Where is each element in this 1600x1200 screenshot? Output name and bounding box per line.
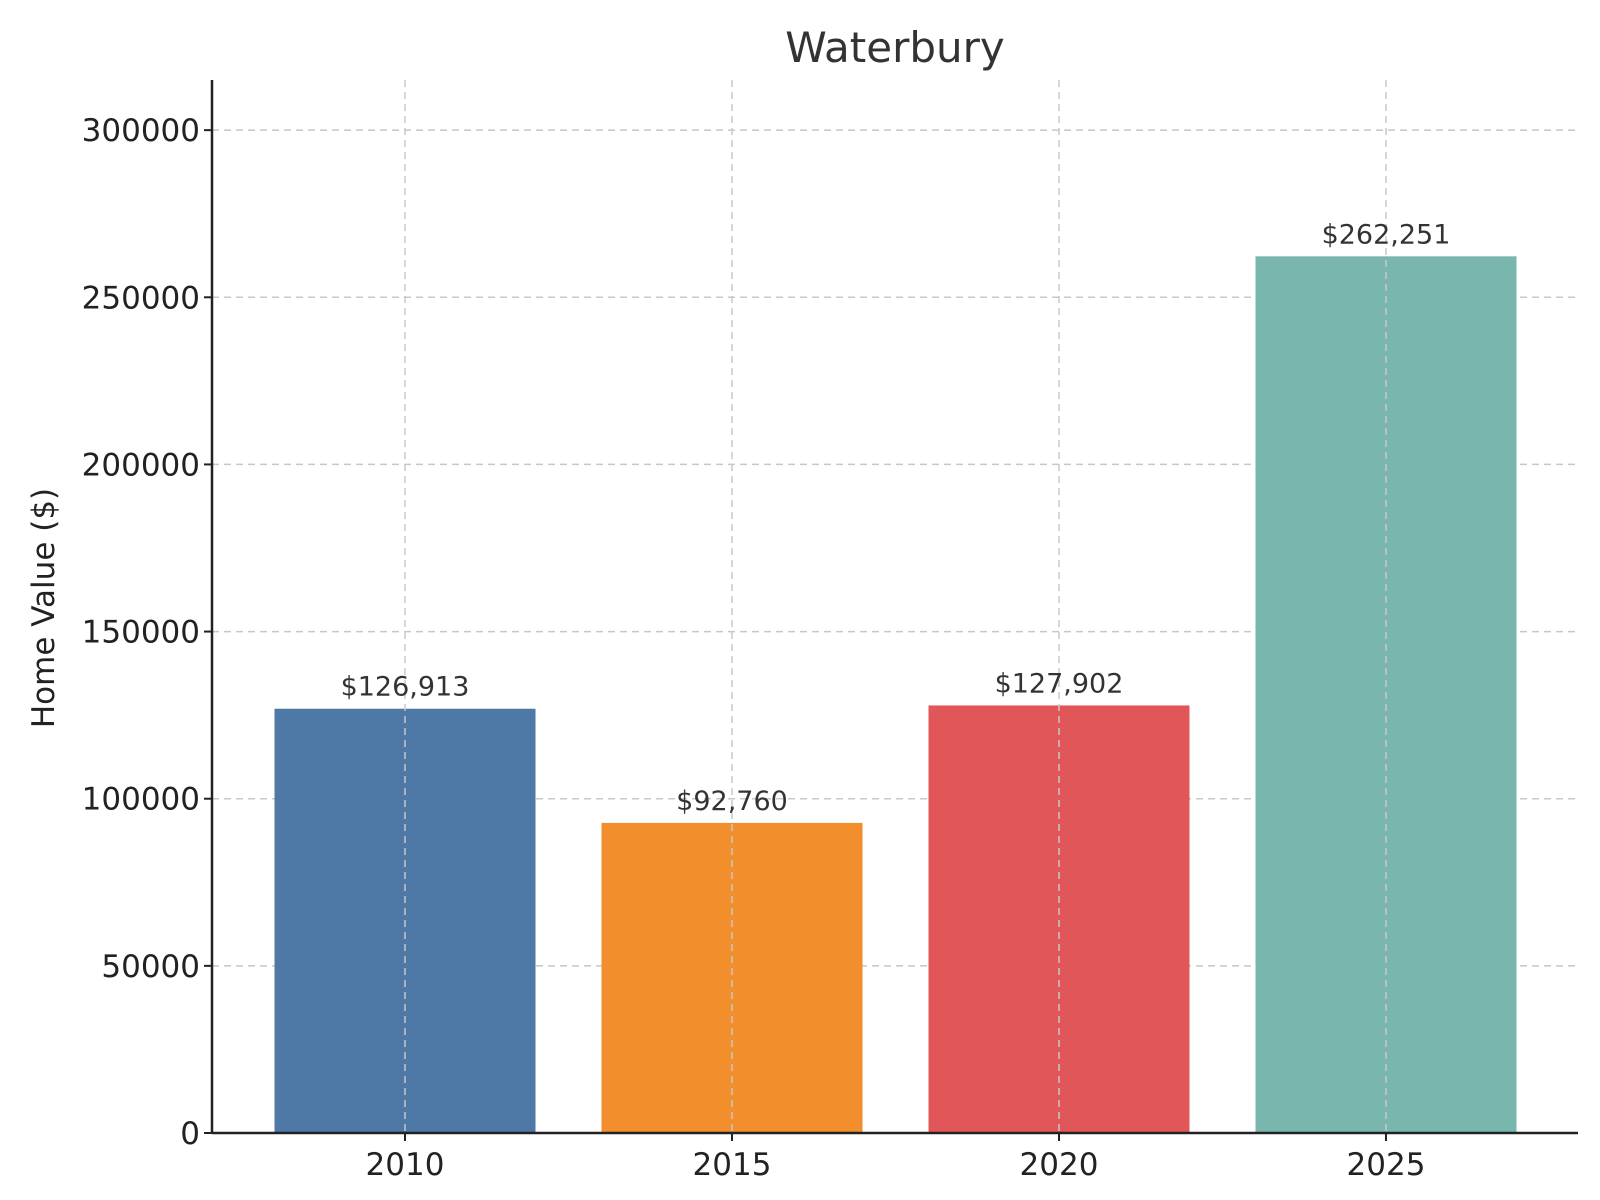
data-label-2010: $126,913 xyxy=(341,672,470,703)
y-axis-title: Home Value ($) xyxy=(26,488,62,728)
y-tick-label-0: 0 xyxy=(180,1116,200,1152)
y-tick-label-3: 150000 xyxy=(82,615,200,651)
data-label-2015: $92,760 xyxy=(676,786,788,817)
x-tick-label-2010: 2010 xyxy=(366,1147,445,1183)
y-tick-label-1: 50000 xyxy=(101,949,200,985)
data-label-2025: $262,251 xyxy=(1322,219,1451,250)
data-label-2020: $127,902 xyxy=(995,668,1124,699)
x-tick-label-2025: 2025 xyxy=(1347,1147,1426,1183)
y-tick-label-2: 100000 xyxy=(82,782,200,818)
y-tick-label-4: 200000 xyxy=(82,447,200,483)
chart-title: Waterbury xyxy=(785,23,1005,72)
tick-layer: 0 50000 100000 150000 200000 250000 300000 2010… xyxy=(82,113,1426,1183)
bar-layer xyxy=(274,256,1517,1133)
x-tick-label-2015: 2015 xyxy=(693,1147,772,1183)
y-tick-label-5: 250000 xyxy=(82,280,200,316)
y-tick-label-6: 300000 xyxy=(82,113,200,149)
bar-2015 xyxy=(601,822,863,1133)
data-label-layer: $126,913 $92,760 $127,902 $262,251 xyxy=(341,219,1451,817)
x-tick-label-2020: 2020 xyxy=(1020,1147,1099,1183)
